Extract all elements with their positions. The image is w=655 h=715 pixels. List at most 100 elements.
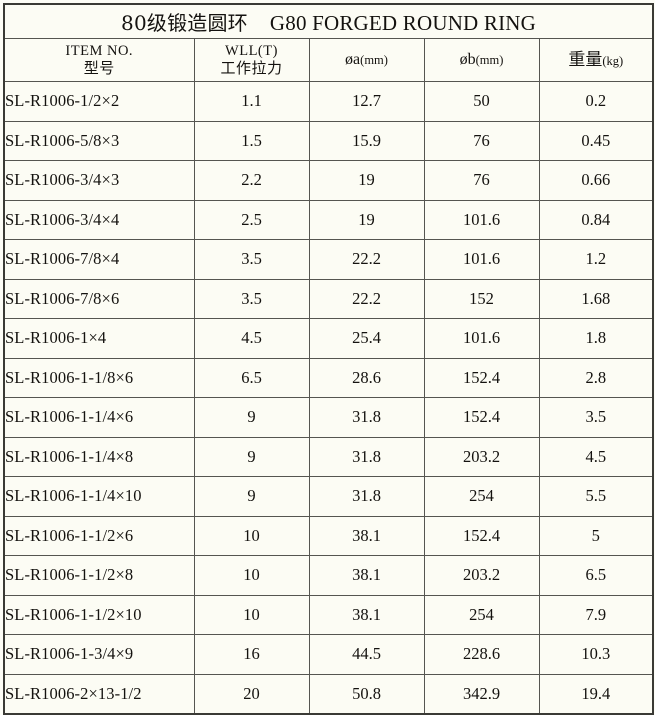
cell-dia-a: 22.2 <box>308 278 425 319</box>
table-row: SL-R1006-1-1/2×8 10 38.1 203.2 6.5 <box>3 555 654 596</box>
cell-wll: 2.2 <box>193 160 310 201</box>
cell-dia-a: 12.7 <box>308 81 425 122</box>
cell-wll: 2.5 <box>193 199 310 240</box>
cell-dia-b: 101.6 <box>423 239 540 280</box>
column-header-dia-b-symbol: øb <box>459 50 476 68</box>
cell-weight: 7.9 <box>538 594 654 635</box>
cell-weight: 3.5 <box>538 397 654 438</box>
cell-weight: 0.45 <box>538 120 654 161</box>
table-row: SL-R1006-7/8×4 3.5 22.2 101.6 1.2 <box>3 239 654 280</box>
column-header-weight-unit: (kg) <box>602 53 624 68</box>
cell-wll: 4.5 <box>193 318 310 359</box>
cell-dia-a: 38.1 <box>308 594 425 635</box>
table-row: SL-R1006-5/8×3 1.5 15.9 76 0.45 <box>3 120 654 161</box>
cell-dia-b: 101.6 <box>423 318 540 359</box>
cell-weight: 0.84 <box>538 199 654 240</box>
cell-item-no: SL-R1006-7/8×4 <box>3 239 195 280</box>
column-header-dia-a-text: øa(mm) <box>310 51 424 70</box>
cell-weight: 1.8 <box>538 318 654 359</box>
cell-dia-a: 19 <box>308 199 425 240</box>
cell-item-no: SL-R1006-3/4×4 <box>3 199 195 240</box>
cell-dia-a: 44.5 <box>308 634 425 675</box>
table-row: SL-R1006-1-1/2×6 10 38.1 152.4 5 <box>3 515 654 556</box>
cell-weight: 5 <box>538 515 654 556</box>
cell-item-no: SL-R1006-5/8×3 <box>3 120 195 161</box>
cell-wll: 10 <box>193 515 310 556</box>
title-row: 80级锻造圆环 G80 FORGED ROUND RING <box>3 3 654 39</box>
cell-wll: 16 <box>193 634 310 675</box>
cell-dia-a: 28.6 <box>308 357 425 398</box>
cell-item-no: SL-R1006-1-1/4×6 <box>3 397 195 438</box>
cell-item-no: SL-R1006-1-1/4×8 <box>3 436 195 477</box>
cell-dia-a: 38.1 <box>308 515 425 556</box>
cell-weight: 4.5 <box>538 436 654 477</box>
cell-wll: 1.1 <box>193 81 310 122</box>
cell-item-no: SL-R1006-1-3/4×9 <box>3 634 195 675</box>
cell-dia-b: 254 <box>423 594 540 635</box>
column-header-dia-b: øb(mm) <box>423 38 540 82</box>
table-row: SL-R1006-3/4×3 2.2 19 76 0.66 <box>3 160 654 201</box>
specification-table: 80级锻造圆环 G80 FORGED ROUND RING ITEM NO. 型号… <box>3 3 655 715</box>
cell-dia-b: 76 <box>423 160 540 201</box>
cell-dia-b: 203.2 <box>423 555 540 596</box>
cell-dia-a: 19 <box>308 160 425 201</box>
column-header-weight-text: 重量(kg) <box>540 50 653 71</box>
cell-dia-a: 31.8 <box>308 436 425 477</box>
column-header-weight: 重量(kg) <box>538 38 654 82</box>
cell-wll: 3.5 <box>193 239 310 280</box>
cell-dia-b: 203.2 <box>423 436 540 477</box>
cell-dia-b: 254 <box>423 476 540 517</box>
column-header-weight-label: 重量 <box>568 49 603 70</box>
column-header-wll-en: WLL(T) <box>225 42 278 59</box>
table-title: 80级锻造圆环 G80 FORGED ROUND RING <box>3 3 654 39</box>
cell-dia-b: 152.4 <box>423 357 540 398</box>
cell-dia-a: 50.8 <box>308 673 425 715</box>
table-row: SL-R1006-1-3/4×9 16 44.5 228.6 10.3 <box>3 634 654 675</box>
cell-weight: 19.4 <box>538 673 654 715</box>
table-row: SL-R1006-1×4 4.5 25.4 101.6 1.8 <box>3 318 654 359</box>
cell-wll: 10 <box>193 555 310 596</box>
table-row: SL-R1006-1-1/2×10 10 38.1 254 7.9 <box>3 594 654 635</box>
cell-dia-b: 50 <box>423 81 540 122</box>
cell-dia-b: 152 <box>423 278 540 319</box>
cell-wll: 9 <box>193 476 310 517</box>
column-header-wll: WLL(T) 工作拉力 <box>193 38 310 82</box>
cell-dia-b: 76 <box>423 120 540 161</box>
column-header-dia-a: øa(mm) <box>308 38 425 82</box>
column-header-wll-cn: 工作拉力 <box>220 58 283 77</box>
table-row: SL-R1006-2×13-1/2 20 50.8 342.9 19.4 <box>3 673 654 715</box>
cell-wll: 6.5 <box>193 357 310 398</box>
cell-weight: 1.68 <box>538 278 654 319</box>
cell-wll: 1.5 <box>193 120 310 161</box>
table-row: SL-R1006-3/4×4 2.5 19 101.6 0.84 <box>3 199 654 240</box>
column-header-item-no-cn: 型号 <box>83 58 115 77</box>
cell-wll: 3.5 <box>193 278 310 319</box>
cell-weight: 10.3 <box>538 634 654 675</box>
cell-item-no: SL-R1006-1/2×2 <box>3 81 195 122</box>
cell-weight: 5.5 <box>538 476 654 517</box>
column-header-dia-b-unit: (mm) <box>475 52 504 67</box>
cell-item-no: SL-R1006-1-1/4×10 <box>3 476 195 517</box>
cell-weight: 2.8 <box>538 357 654 398</box>
cell-dia-b: 152.4 <box>423 515 540 556</box>
cell-weight: 0.2 <box>538 81 654 122</box>
cell-wll: 9 <box>193 397 310 438</box>
table-row: SL-R1006-1-1/4×10 9 31.8 254 5.5 <box>3 476 654 517</box>
cell-wll: 9 <box>193 436 310 477</box>
cell-dia-b: 342.9 <box>423 673 540 715</box>
cell-item-no: SL-R1006-1-1/8×6 <box>3 357 195 398</box>
cell-dia-a: 31.8 <box>308 397 425 438</box>
table-row: SL-R1006-1-1/4×8 9 31.8 203.2 4.5 <box>3 436 654 477</box>
header-row: ITEM NO. 型号 WLL(T) 工作拉力 øa(mm) øb(mm) 重量… <box>3 38 654 82</box>
cell-dia-b: 228.6 <box>423 634 540 675</box>
table-row: SL-R1006-1-1/4×6 9 31.8 152.4 3.5 <box>3 397 654 438</box>
column-header-dia-b-text: øb(mm) <box>425 51 539 70</box>
column-header-item-no: ITEM NO. 型号 <box>3 38 195 82</box>
cell-dia-a: 22.2 <box>308 239 425 280</box>
table-head: 80级锻造圆环 G80 FORGED ROUND RING ITEM NO. 型号… <box>3 3 654 82</box>
column-header-item-no-en: ITEM NO. <box>65 42 134 59</box>
cell-dia-b: 152.4 <box>423 397 540 438</box>
cell-wll: 20 <box>193 673 310 715</box>
cell-dia-a: 15.9 <box>308 120 425 161</box>
